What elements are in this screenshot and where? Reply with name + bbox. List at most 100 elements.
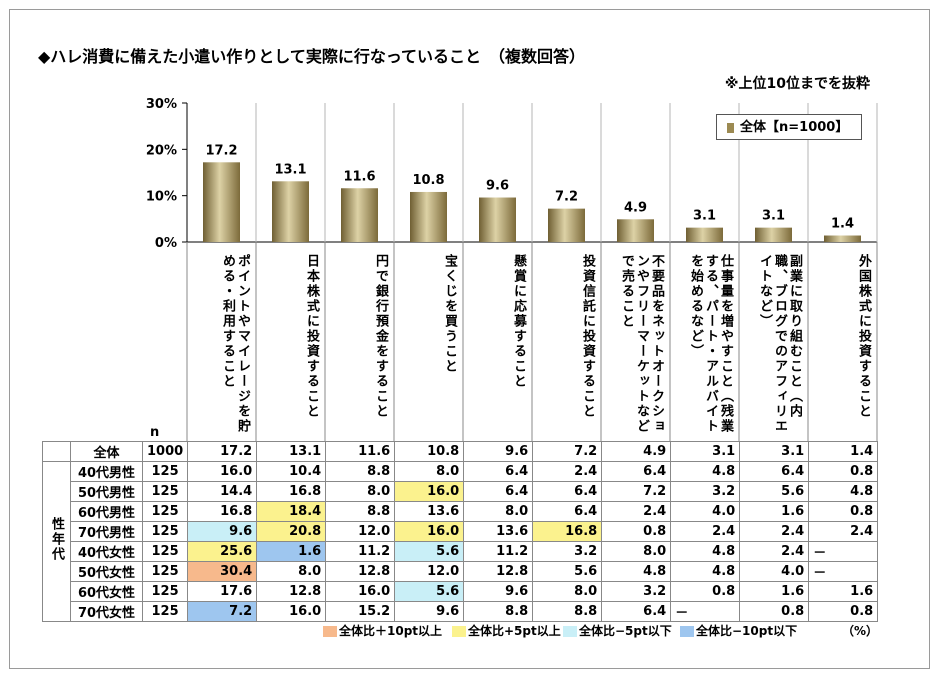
category-label: 円で銀行預金をすること (373, 254, 388, 419)
table-cell: 6.4 (463, 461, 534, 482)
highlight-label: 全体比−5pt以下 (579, 624, 672, 638)
y-tick-label: 20% (146, 143, 177, 158)
bar-value-label: 7.2 (555, 190, 578, 205)
category-label: 懸賞に応募すること (511, 254, 526, 389)
table-cell: 16.0 (394, 521, 465, 542)
table-row: 50代男性 125 14.4 16.8 8.0 16.0 6.4 6.4 7.2 3.2 5.6 4.… (43, 481, 879, 502)
bar (341, 188, 378, 242)
chart-legend: 全体【n=1000】 (716, 114, 862, 140)
table-cell: 8.0 (463, 501, 534, 522)
table-cell: 8.0 (394, 461, 465, 482)
y-tick-label: 10% (146, 190, 177, 205)
table-cell: 4.8 (670, 541, 741, 562)
table-cell: 6.4 (532, 501, 603, 522)
table-cell: 5.6 (532, 561, 603, 582)
table-cell: 12.8 (463, 561, 534, 582)
table-cell: 16.8 (187, 501, 258, 522)
table-cell: 6.4 (532, 481, 603, 502)
table-cell: 6.4 (739, 461, 810, 482)
row-n: 1000 (141, 441, 189, 462)
bar-value-label: 11.6 (343, 169, 375, 184)
table-cell: 4.8 (601, 561, 672, 582)
table-cell: 20.8 (256, 521, 327, 542)
table-cell: － (670, 601, 741, 622)
category-label: 副業に取り組むこと（内職、ブログでのアフィリエイトなど） (757, 254, 802, 434)
category-cell: ポイントやマイレージを貯める・利用すること (187, 248, 256, 441)
category-label: 投資信託に投資すること (580, 254, 595, 419)
bar (686, 227, 723, 242)
table-cell: 11.6 (325, 441, 396, 462)
row-label: 60代男性 (70, 501, 143, 522)
highlight-swatch (452, 626, 466, 637)
table-cell: 2.4 (739, 541, 810, 562)
table-cell: 4.8 (670, 461, 741, 482)
table-cell: 18.4 (256, 501, 327, 522)
table-cell: 16.0 (187, 461, 258, 482)
bar (824, 235, 861, 242)
category-label: 日本株式に投資すること (304, 254, 319, 419)
category-cell: 円で銀行預金をすること (325, 248, 394, 441)
table-cell: 1.6 (256, 541, 327, 562)
table-cell: 0.8 (670, 581, 741, 602)
category-label: 不要品をネットオークションやフリーマーケットなどで売ること (619, 254, 664, 434)
highlight-legend-item: 全体比−5pt以下 (563, 622, 672, 639)
row-label: 40代女性 (70, 541, 143, 562)
table-cell: 2.4 (601, 501, 672, 522)
row-n: 125 (141, 521, 189, 542)
table-cell: 8.8 (532, 601, 603, 622)
table-cell: 10.4 (256, 461, 327, 482)
table-cell: 8.0 (256, 561, 327, 582)
table-row: 40代女性 125 25.6 1.6 11.2 5.6 11.2 3.2 8.0 4.8 2.4 － (43, 541, 879, 562)
table-row: 70代女性 125 7.2 16.0 15.2 9.6 8.8 8.8 6.4 － 0.8 0.8 (43, 601, 879, 622)
row-label: 70代女性 (70, 601, 143, 622)
table-cell: 0.8 (808, 461, 879, 482)
bar (203, 162, 240, 242)
bar (617, 219, 654, 242)
bar-value-label: 17.2 (205, 143, 237, 158)
table-cell: 8.0 (532, 581, 603, 602)
bar-value-label: 3.1 (762, 209, 785, 224)
y-tick-label: 0% (155, 236, 177, 251)
row-label: 40代男性 (70, 461, 143, 482)
table-cell: 6.4 (463, 481, 534, 502)
table-cell: 8.8 (325, 461, 396, 482)
table-cell: 1.4 (808, 441, 879, 462)
table-cell: 2.4 (808, 521, 879, 542)
table-cell: 0.8 (808, 501, 879, 522)
table-cell: 5.6 (394, 581, 465, 602)
bar-value-label: 4.9 (624, 200, 647, 215)
bar-value-label: 10.8 (412, 173, 444, 188)
table-cell: 8.8 (325, 501, 396, 522)
table-cell: 4.0 (670, 501, 741, 522)
table-cell: 16.8 (256, 481, 327, 502)
row-n: 125 (141, 581, 189, 602)
n-header: n (150, 425, 160, 440)
legend-label: 全体【n=1000】 (740, 120, 849, 135)
category-cell: 不要品をネットオークションやフリーマーケットなどで売ること (601, 248, 670, 441)
table-cell: 12.8 (256, 581, 327, 602)
table-cell: 0.8 (808, 601, 879, 622)
table-cell: 3.1 (670, 441, 741, 462)
row-label: 50代女性 (70, 561, 143, 582)
table-cell: 10.8 (394, 441, 465, 462)
highlight-legend-item: 全体比＋10pt以上 (323, 622, 442, 639)
category-label: 宝くじを買うこと (442, 254, 457, 374)
category-cell: 外国株式に投資すること (808, 248, 877, 441)
table-cell: 16.0 (325, 581, 396, 602)
table-cell: 3.2 (670, 481, 741, 502)
row-n: 125 (141, 501, 189, 522)
table-cell: 11.2 (325, 541, 396, 562)
table-cell: 3.1 (739, 441, 810, 462)
group-label-text: 性年代 (49, 517, 64, 562)
category-cell: 投資信託に投資すること (532, 248, 601, 441)
category-label: 仕事量を増やすこと（残業する、パート・アルバイトを始めるなど） (688, 254, 733, 434)
table-cell: 3.2 (532, 541, 603, 562)
table-cell: 1.6 (739, 501, 810, 522)
table-cell: － (808, 541, 879, 562)
table-cell: 4.8 (670, 561, 741, 582)
bar (479, 197, 516, 242)
chart-title: ◆ハレ消費に備えた小遣い作りとして実際に行なっていること （複数回答） (38, 47, 586, 66)
table-cell: 9.6 (187, 521, 258, 542)
row-n: 125 (141, 481, 189, 502)
